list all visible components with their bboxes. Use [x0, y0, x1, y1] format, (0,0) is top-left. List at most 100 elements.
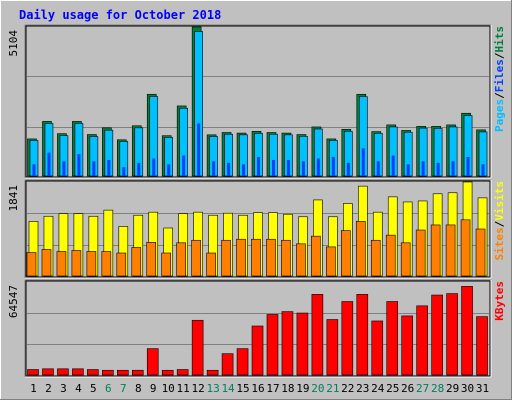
bar-sites [385, 234, 396, 277]
bar-pages [167, 164, 171, 176]
bar-pages [391, 155, 395, 176]
day-label: 5 [90, 382, 97, 395]
day-label: 24 [371, 382, 385, 395]
day-label: 27 [416, 382, 429, 395]
series-axis-label-1: Sites/Visits [493, 181, 506, 261]
day-label: 8 [135, 382, 142, 395]
y-max-label-2: 64547 [7, 285, 20, 318]
bar-sites [430, 224, 441, 277]
bar-pages [406, 164, 410, 176]
day-label: 17 [266, 382, 279, 395]
day-label: 26 [401, 382, 414, 395]
day-label: 10 [162, 382, 175, 395]
bar-sites [460, 219, 471, 277]
day-label: 1 [30, 382, 37, 395]
bar-kbytes [72, 368, 84, 376]
bar-kbytes [281, 311, 294, 376]
bar-kbytes [27, 369, 39, 376]
bar-kbytes [131, 369, 144, 376]
bar-kbytes [296, 312, 309, 376]
bar-pages [62, 161, 66, 176]
bar-sites [71, 250, 82, 277]
day-label: 19 [296, 382, 309, 395]
bar-pages [152, 158, 156, 176]
bar-pages [92, 161, 96, 176]
plot-panels: 5104Pages/Files/Hits1841Sites/Visits6454… [7, 24, 506, 395]
bar-kbytes [326, 319, 339, 376]
day-label: 3 [60, 382, 67, 395]
bar-sites [400, 242, 411, 277]
bar-pages [77, 154, 81, 176]
bar-pages [466, 157, 470, 176]
chart-title: Daily usage for October 2018 [19, 8, 221, 22]
series-axis-label-0: Pages/Files/Hits [493, 26, 506, 132]
bar-sites [161, 252, 172, 277]
bar-kbytes [146, 348, 159, 376]
bar-pages [436, 162, 440, 176]
day-label: 18 [281, 382, 294, 395]
day-label: 20 [311, 382, 324, 395]
plot-area-2 [25, 280, 491, 377]
bar-kbytes [42, 368, 54, 376]
bar-kbytes [102, 369, 114, 376]
y-max-label-0: 5104 [7, 30, 20, 57]
bar-sites [56, 251, 67, 277]
bar-sites [41, 249, 52, 277]
day-label: 28 [431, 382, 444, 395]
day-label: 29 [446, 382, 459, 395]
bar-pages [301, 161, 305, 176]
bar-pages [137, 162, 141, 176]
bar-sites [221, 239, 231, 277]
bar-pages [361, 148, 365, 176]
axis-label-kbytes: KBytes [493, 281, 506, 321]
bar-kbytes [117, 369, 129, 376]
bar-sites [475, 228, 486, 277]
bar-kbytes [461, 286, 473, 376]
bar-sites [281, 239, 291, 277]
bar-sites [176, 242, 186, 277]
bar-pages [182, 155, 186, 176]
day-label: 22 [341, 382, 354, 395]
bar-sites [251, 238, 261, 277]
bar-sites [86, 251, 97, 277]
axis-label-files: Files [493, 59, 506, 92]
bar-sites [206, 252, 216, 277]
bar-sites [415, 229, 426, 277]
axis-label-visits: Visits [493, 181, 506, 221]
day-label: 11 [177, 382, 190, 395]
bar-pages [107, 159, 111, 176]
bar-kbytes [161, 369, 174, 376]
day-label: 16 [251, 382, 264, 395]
bar-kbytes [87, 369, 99, 376]
bar-kbytes [191, 319, 204, 376]
bar-kbytes [221, 353, 234, 376]
day-label: 31 [476, 382, 489, 395]
axis-label-sites: Sites [493, 227, 506, 260]
bar-sites [355, 221, 366, 277]
bar-kbytes [236, 348, 249, 376]
day-label: 4 [75, 382, 82, 395]
y-max-label-1: 1841 [7, 185, 20, 212]
bar-pages [242, 164, 246, 176]
bar-kbytes [386, 301, 399, 376]
bar-pages [376, 161, 380, 176]
axis-label-separator: / [493, 52, 506, 59]
bar-sites [101, 251, 112, 277]
bar-kbytes [311, 294, 324, 376]
bar-pages [32, 164, 36, 176]
bar-kbytes [356, 294, 369, 376]
bar-sites [266, 238, 276, 277]
day-label: 30 [461, 382, 474, 395]
bar-kbytes [431, 294, 443, 376]
bar-sites [341, 230, 351, 277]
bar-kbytes [206, 369, 219, 376]
day-label: 25 [386, 382, 399, 395]
bar-pages [227, 162, 231, 176]
bar-pages [271, 159, 275, 176]
bar-sites [370, 239, 381, 277]
bar-sites [326, 246, 336, 277]
bar-sites [131, 247, 142, 277]
bar-kbytes [57, 368, 69, 376]
axis-label-separator: / [493, 92, 506, 99]
